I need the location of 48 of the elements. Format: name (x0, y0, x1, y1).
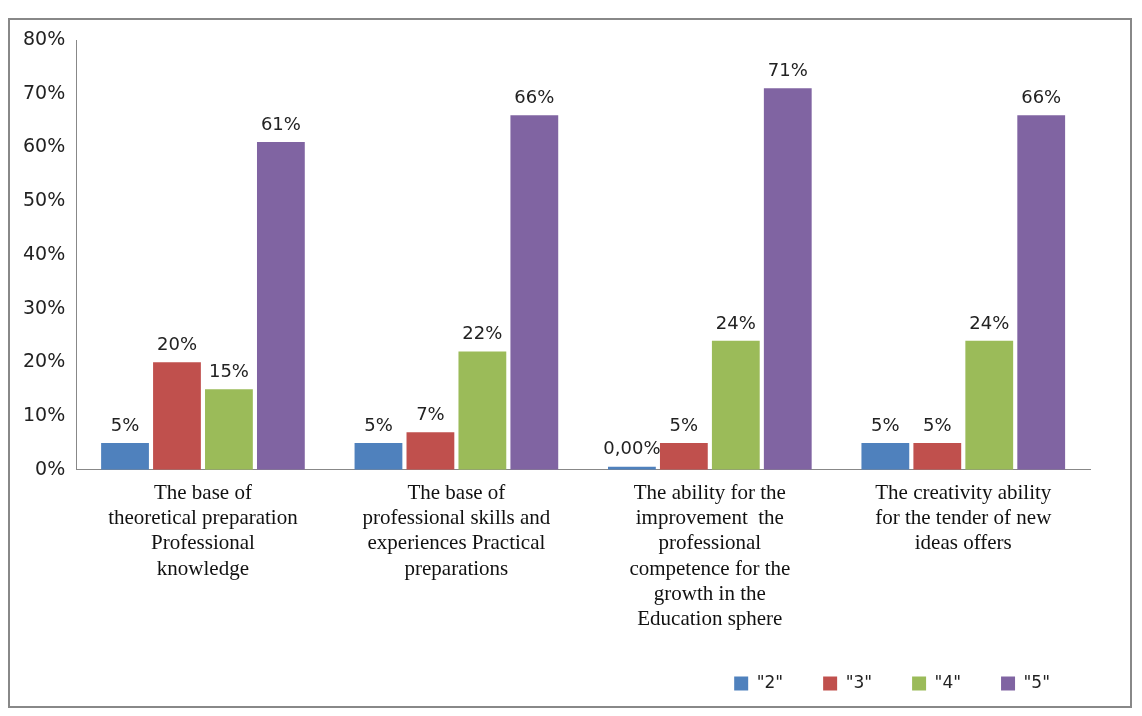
bar (1017, 115, 1066, 470)
y-tick-label: 70% (23, 80, 66, 103)
data-label: 5% (110, 413, 140, 435)
data-label: 20% (156, 333, 197, 355)
bar (153, 362, 201, 470)
data-label: 24% (969, 311, 1010, 333)
data-label: 5% (871, 413, 900, 435)
bar (101, 442, 149, 470)
bar (763, 88, 812, 470)
legend-label: "2" (756, 671, 784, 692)
bar (510, 115, 559, 470)
data-label: 66% (1021, 85, 1062, 107)
x-tick-label: The base of theoretical preparation Professional knowledge (108, 479, 299, 580)
bar (406, 432, 455, 470)
data-label: 5% (669, 413, 699, 435)
bar (965, 340, 1014, 470)
data-label: 5% (364, 413, 393, 435)
data-label: 0,00% (603, 437, 661, 459)
data-label: 24% (715, 311, 756, 333)
y-tick-label: 0% (35, 456, 66, 479)
data-label: 66% (514, 85, 555, 107)
legend-label: "3" (845, 671, 873, 692)
bar (659, 442, 708, 470)
data-label: 5% (923, 413, 952, 435)
bar (205, 389, 253, 470)
x-tick-label: The creativity ability for the tender of new ideas offers (875, 479, 1053, 555)
bar (458, 351, 507, 470)
data-label: 7% (416, 402, 445, 424)
bar (256, 142, 305, 470)
x-tick-label: The base of professional skills and experiences Practical preparations (362, 479, 551, 580)
data-label: 61% (260, 112, 301, 134)
bar (711, 340, 760, 470)
x-tick-label: The ability for the improvement the professional competence for the growth in the Education sphere (629, 479, 791, 630)
data-label: 71% (767, 59, 808, 81)
y-tick-label: 30% (23, 295, 66, 318)
y-tick-label: 20% (23, 349, 66, 372)
y-tick-label: 10% (23, 403, 66, 426)
y-tick-label: 80% (23, 26, 66, 49)
y-tick-label: 50% (23, 188, 66, 211)
data-label: 15% (208, 359, 249, 381)
data-label: 22% (462, 322, 503, 344)
bar (913, 442, 962, 470)
y-tick-label: 40% (23, 241, 66, 264)
bar (861, 442, 910, 470)
legend-label: "5" (1023, 671, 1051, 692)
legend-label: "4" (934, 671, 962, 692)
bar (354, 442, 403, 470)
y-tick-label: 60% (23, 134, 66, 157)
